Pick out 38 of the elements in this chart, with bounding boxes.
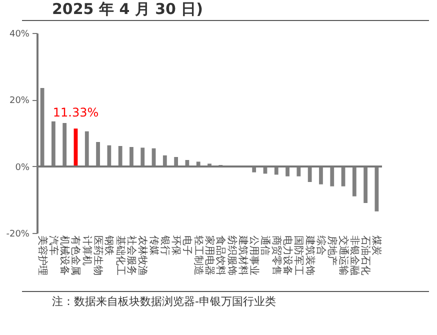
x-tick-label: 基础化工: [114, 236, 126, 276]
x-tick-label: 传媒: [148, 236, 159, 256]
x-tick-label: 煤炭: [370, 236, 383, 256]
x-tick-label: 家用电器: [204, 236, 216, 276]
y-tick-label: 0%: [15, 162, 30, 173]
x-tick-label: 纺织服饰: [226, 236, 238, 276]
x-tick-label: 农林牧渔: [136, 236, 149, 276]
x-tick-label: 房地产: [326, 236, 338, 266]
x-tick-label: 汽车: [47, 236, 60, 256]
y-tick-label: -20%: [6, 230, 30, 240]
x-tick-label: 钢铁: [103, 234, 116, 256]
x-tick-label: 商贸零售: [270, 236, 282, 276]
x-tick-label: 综合: [314, 236, 327, 256]
x-tick-label: 食品饮料: [214, 236, 227, 276]
x-tick-label: 医药生物: [92, 236, 104, 276]
x-tick-label: 美容护理: [36, 236, 48, 276]
x-tick-label: 计算机: [80, 236, 93, 266]
x-tick-label: 建筑装饰: [304, 234, 316, 276]
x-tick-label: 建筑材料: [236, 234, 249, 276]
x-tick-label: 石油石化: [360, 236, 372, 276]
x-tick-label: 有色金属: [70, 236, 82, 276]
x-tick-label: 环保: [170, 236, 182, 256]
x-tick-label: 通信: [259, 236, 272, 256]
chart-title: 2025 年 4 月 30 日): [22, 0, 429, 21]
x-tick-label: 电子: [181, 236, 194, 256]
x-tick-label: 公用事业: [248, 236, 260, 276]
y-tick-label: 20%: [9, 96, 30, 106]
text: 注：数据来自板块数据浏览器-申银万国行业类: [22, 291, 429, 309]
x-tick-label: 银行: [158, 234, 170, 256]
x-tick-label: 国防军工: [292, 236, 305, 276]
x-tick-label: 非银金融: [348, 236, 360, 276]
x-tick-label: 交通运输: [337, 236, 350, 276]
x-tick-label: 电力设备: [282, 236, 294, 276]
y-tick-label: 40%: [9, 30, 30, 40]
x-tick-label: 轻工制造: [192, 236, 204, 276]
x-tick-label: 机械设备: [58, 236, 71, 276]
x-tick-label: 社会服务: [125, 236, 138, 276]
data-label: 11.33%: [52, 106, 99, 120]
